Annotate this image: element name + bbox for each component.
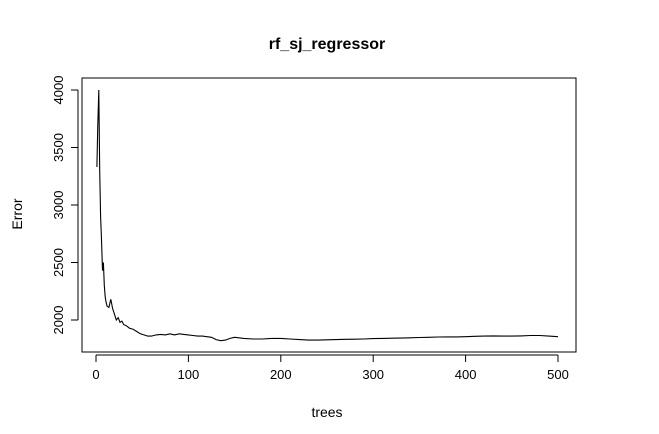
chart-title: rf_sj_regressor [269,36,386,53]
y-tick-label: 3000 [51,191,66,220]
y-tick-label: 3500 [51,133,66,162]
y-axis: 2000 2500 3000 3500 4000 [51,76,79,335]
x-tick-label: 400 [455,367,477,382]
x-tick-label: 0 [92,367,99,382]
x-axis: 0 100 200 300 400 500 [92,354,569,382]
x-tick-label: 500 [547,367,569,382]
y-tick-label: 2000 [51,306,66,335]
plot-frame [81,77,577,353]
x-tick-label: 200 [270,367,292,382]
series-line [96,89,559,342]
x-axis-label: trees [311,404,342,420]
y-tick-label: 4000 [51,76,66,105]
x-tick-label: 300 [362,367,384,382]
x-tick-label: 100 [178,367,200,382]
y-axis-label: Error [9,198,25,229]
y-tick-label: 2500 [51,248,66,277]
